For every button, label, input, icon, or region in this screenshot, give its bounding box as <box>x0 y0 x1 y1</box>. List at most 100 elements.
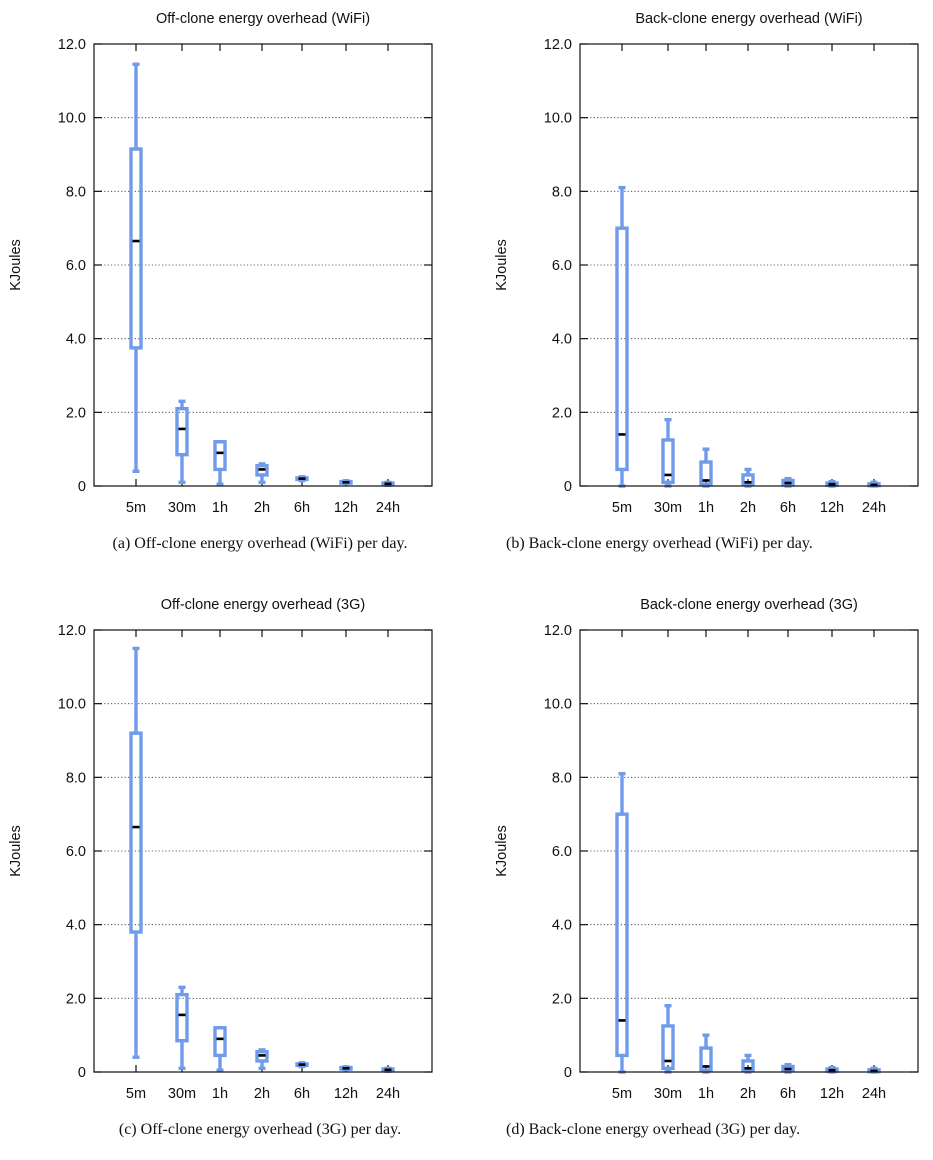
chart-title-c: Off-clone energy overhead (3G) <box>161 597 365 613</box>
y-tick-label-a: 0 <box>78 479 86 495</box>
x-tick-label-a: 6h <box>294 500 310 516</box>
box-6h-c <box>295 1061 309 1069</box>
x-tick-label-b: 1h <box>698 500 714 516</box>
x-tick-label-d: 2h <box>740 1086 756 1102</box>
x-tick-label-a: 24h <box>376 500 400 516</box>
x-tick-label-b: 30m <box>654 500 682 516</box>
y-tick-label-b: 8.0 <box>552 184 572 200</box>
box-1h-d <box>699 1033 713 1074</box>
box-12h-d <box>825 1065 839 1074</box>
caption-c: (c) Off-clone energy overhead (3G) per d… <box>118 1121 402 1138</box>
y-tick-label-b: 4.0 <box>552 332 572 348</box>
y-axis-label-a: KJoules <box>8 239 24 291</box>
box-2h-c <box>255 1048 269 1071</box>
iqr-box <box>661 438 675 485</box>
y-tick-label-b: 12.0 <box>544 37 572 53</box>
x-tick-label-a: 5m <box>126 500 146 516</box>
iqr-box <box>615 226 629 472</box>
box-30m-c <box>175 985 189 1071</box>
box-2h-d <box>741 1053 755 1074</box>
chart-panel-d: Back-clone energy overhead (3G) 0 2.0 4.0 6.… <box>486 586 933 1160</box>
x-tick-label-d: 24h <box>862 1086 886 1102</box>
y-tick-label-b: 0 <box>564 479 572 495</box>
box-12h-c <box>339 1065 353 1072</box>
box-5m-a <box>129 62 143 473</box>
x-tick-label-d: 6h <box>780 1086 796 1102</box>
iqr-box <box>699 460 713 486</box>
x-tick-label-b: 24h <box>862 500 886 516</box>
box-6h-b <box>781 476 795 488</box>
iqr-box <box>129 731 143 934</box>
y-tick-label-d: 12.0 <box>544 623 572 639</box>
iqr-box <box>699 1046 713 1072</box>
iqr-box <box>129 147 143 350</box>
y-tick-label-b: 2.0 <box>552 405 572 421</box>
y-tick-label-a: 8.0 <box>66 184 86 200</box>
y-tick-label-a: 4.0 <box>66 332 86 348</box>
x-tick-label-d: 30m <box>654 1086 682 1102</box>
x-tick-label-c: 6h <box>294 1086 310 1102</box>
iqr-box <box>781 1064 795 1073</box>
box-6h-d <box>781 1062 795 1074</box>
y-tick-label-b: 6.0 <box>552 258 572 274</box>
y-tick-label-d: 2.0 <box>552 991 572 1007</box>
x-tick-label-b: 2h <box>740 500 756 516</box>
iqr-box <box>781 478 795 487</box>
y-tick-label-c: 0 <box>78 1065 86 1081</box>
x-tick-label-b: 12h <box>820 500 844 516</box>
box-plot-c: Off-clone energy overhead (3G) 0 2.0 4.0 6.0… <box>8 597 433 1102</box>
x-tick-label-b: 6h <box>780 500 796 516</box>
caption-a: (a) Off-clone energy overhead (WiFi) per… <box>112 535 408 552</box>
box-2h-b <box>741 467 755 488</box>
y-tick-label-c: 12.0 <box>58 623 86 639</box>
box-24h-a <box>381 480 395 487</box>
y-tick-label-c: 6.0 <box>66 844 86 860</box>
y-tick-label-d: 4.0 <box>552 918 572 934</box>
y-tick-label-a: 6.0 <box>66 258 86 274</box>
plot-frame-a <box>93 43 433 487</box>
iqr-box <box>175 406 189 457</box>
box-30m-d <box>661 1004 675 1074</box>
x-tick-label-c: 5m <box>126 1086 146 1102</box>
iqr-box <box>661 1024 675 1071</box>
iqr-box <box>741 1059 755 1072</box>
y-tick-label-d: 10.0 <box>544 697 572 713</box>
x-tick-label-d: 5m <box>612 1086 632 1102</box>
box-5m-b <box>615 185 629 488</box>
y-tick-label-b: 10.0 <box>544 111 572 127</box>
x-tick-label-a: 30m <box>168 500 196 516</box>
chart-panel-c: Off-clone energy overhead (3G) 0 2.0 4.0 6.0… <box>0 586 466 1160</box>
y-tick-label-d: 6.0 <box>552 844 572 860</box>
box-plot-d: Back-clone energy overhead (3G) 0 2.0 4.0 6.… <box>494 597 919 1102</box>
y-tick-label-a: 12.0 <box>58 37 86 53</box>
y-axis-label-d: KJoules <box>494 825 510 877</box>
chart-title-d: Back-clone energy overhead (3G) <box>640 597 858 613</box>
iqr-box <box>255 464 269 477</box>
chart-title-a: Off-clone energy overhead (WiFi) <box>156 11 370 27</box>
plot-frame-d <box>579 629 919 1073</box>
box-1h-a <box>213 440 227 486</box>
x-tick-label-a: 1h <box>212 500 228 516</box>
x-tick-label-a: 2h <box>254 500 270 516</box>
y-tick-label-c: 4.0 <box>66 918 86 934</box>
x-tick-label-c: 2h <box>254 1086 270 1102</box>
chart-panel-a: Off-clone energy overhead (WiFi) 0 2.0 4.0 6… <box>0 0 466 574</box>
caption-b: (b) Back-clone energy overhead (WiFi) pe… <box>506 535 813 552</box>
y-tick-label-d: 8.0 <box>552 770 572 786</box>
x-tick-label-d: 1h <box>698 1086 714 1102</box>
chart-title-b: Back-clone energy overhead (WiFi) <box>635 11 862 27</box>
plot-frame-c <box>93 629 433 1073</box>
y-tick-label-d: 0 <box>564 1065 572 1081</box>
x-tick-label-d: 12h <box>820 1086 844 1102</box>
y-tick-label-c: 8.0 <box>66 770 86 786</box>
y-axis-label-b: KJoules <box>494 239 510 291</box>
iqr-box <box>615 812 629 1058</box>
box-5m-c <box>129 646 143 1059</box>
iqr-box <box>255 1050 269 1063</box>
box-12h-b <box>825 479 839 488</box>
box-12h-a <box>339 479 353 486</box>
x-tick-label-c: 24h <box>376 1086 400 1102</box>
iqr-box <box>213 1026 227 1058</box>
box-1h-c <box>213 1026 227 1072</box>
box-6h-a <box>295 475 309 483</box>
